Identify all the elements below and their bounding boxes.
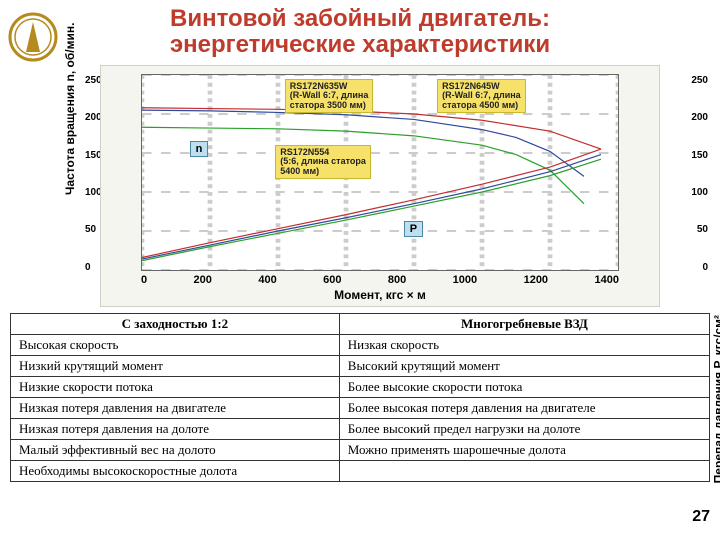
y-right-ticks: 250200150100500 [691, 75, 708, 273]
table-header: С заходностью 1:2 [11, 313, 340, 334]
y-axis-left-label: Частота вращения n, об/мин. [63, 22, 77, 194]
comparison-table: С заходностью 1:2Многогребневые ВЗД Высо… [10, 313, 710, 482]
callout-c635: RS172N635W(R-Wall 6:7, длинастатора 3500… [285, 79, 374, 113]
page-number: 27 [692, 508, 710, 526]
table-row: Низкий крутящий моментВысокий крутящий м… [11, 355, 710, 376]
x-axis-label: Момент, кгс × м [101, 288, 659, 302]
table-header: Многогребневые ВЗД [339, 313, 709, 334]
table-row: Необходимы высокоскоростные долота [11, 460, 710, 481]
y-axis-right-label: Перепад давления P, кгс/см² [711, 315, 720, 483]
table-row: Низкие скорости потокаБолее высокие скор… [11, 376, 710, 397]
page-title: Винтовой забойный двигатель: энергетичес… [0, 0, 720, 59]
table-row: Высокая скоростьНизкая скорость [11, 334, 710, 355]
callout-c554: RS172N554(5:6, длина статора5400 мм) [275, 145, 371, 179]
x-ticks: 0200400600800100012001400 [141, 274, 619, 286]
chart-panel: RS172N554(5:6, длина статора5400 мм) RS17… [100, 65, 660, 307]
title-line2: энергетические характеристики [170, 31, 550, 58]
plot-area: RS172N554(5:6, длина статора5400 мм) RS17… [141, 74, 619, 271]
table-row: Низкая потеря давления на долотеБолее вы… [11, 418, 710, 439]
title-line1: Винтовой забойный двигатель: [170, 5, 550, 32]
tag-n: n [190, 141, 209, 157]
callout-c645: RS172N645W(R-Wall 6:7, длинастатора 4500… [437, 79, 526, 113]
table-row: Малый эффективный вес на долотоМожно при… [11, 439, 710, 460]
logo-seal [8, 12, 58, 62]
table-row: Низкая потеря давления на двигателеБолее… [11, 397, 710, 418]
tag-p: P [404, 221, 423, 237]
